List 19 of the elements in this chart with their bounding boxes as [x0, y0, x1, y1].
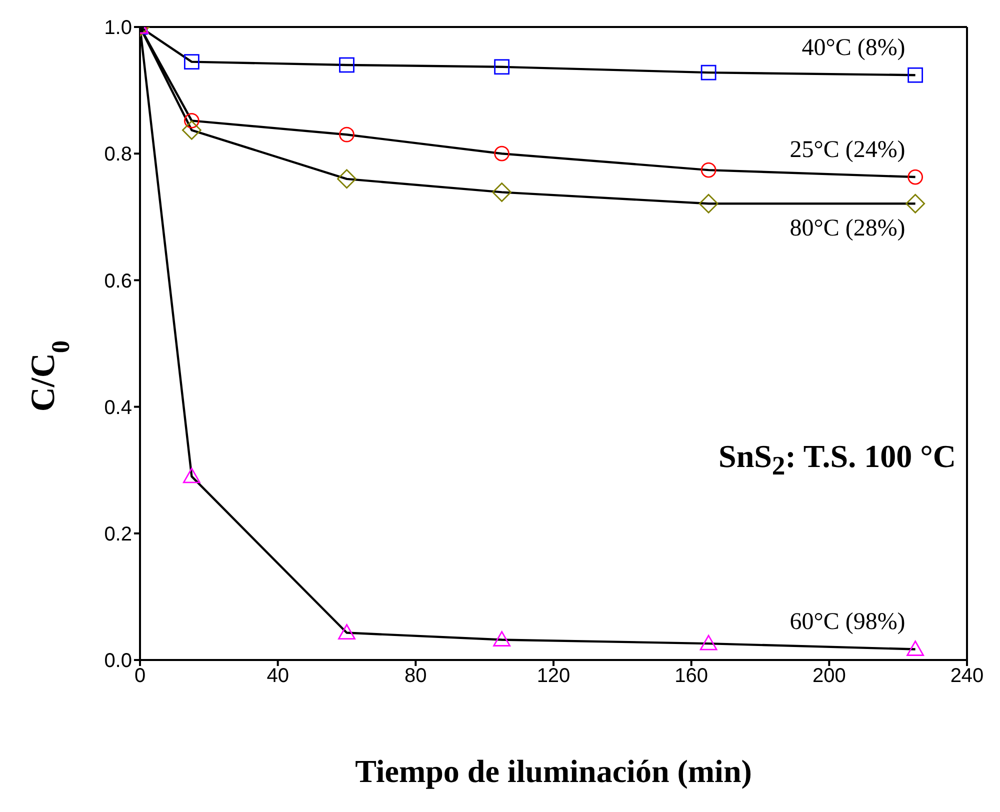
y-tick-label: 0.4	[104, 396, 132, 419]
series-label: 60°C (98%)	[790, 609, 906, 636]
x-tick-label: 240	[950, 665, 984, 688]
series-label: 25°C (24%)	[790, 137, 906, 164]
x-tick-label: 80	[404, 665, 427, 688]
series-label: 80°C (28%)	[790, 216, 906, 242]
y-tick-label: 0.6	[104, 270, 132, 292]
y-tick-label: 0.2	[104, 524, 132, 546]
y-tick-label: 0.0	[104, 650, 132, 672]
series-label: 40°C (8%)	[802, 35, 906, 62]
annotation: SnS$_{2}$: T.S. 100 °C	[718, 438, 956, 482]
x-tick-label: 120	[536, 665, 570, 688]
x-axis-title: Tiempo de iluminación (min)	[355, 753, 752, 789]
y-tick-label: 0.8	[104, 144, 132, 166]
x-tick-label: 40	[266, 665, 289, 688]
y-tick-label: 1.0	[104, 17, 132, 40]
x-tick-label: 0	[134, 665, 146, 688]
x-tick-label: 200	[812, 665, 846, 688]
x-tick-label: 160	[674, 665, 708, 688]
